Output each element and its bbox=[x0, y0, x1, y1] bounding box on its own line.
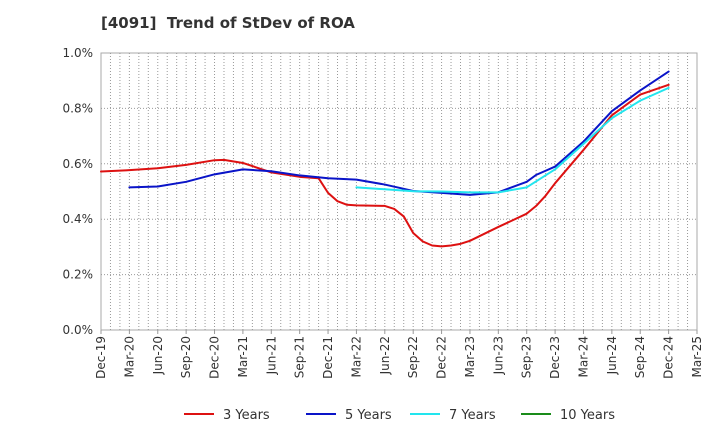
x-tick-label: Dec-19 bbox=[94, 336, 108, 379]
series-lines bbox=[100, 70, 670, 248]
x-tick-label: Mar-23 bbox=[463, 336, 477, 377]
y-tick-label: 0.6% bbox=[63, 157, 94, 171]
x-tick-label: Jun-21 bbox=[264, 336, 278, 375]
axes: 0.0% 0.2% 0.4% 0.6% 0.8% 1.0% Dec-19 Mar-20 Jun-… bbox=[63, 46, 705, 379]
x-tick-label: Dec-24 bbox=[662, 336, 676, 379]
x-tick-label: Jun-22 bbox=[378, 336, 392, 375]
y-tick-label: 0.0% bbox=[63, 323, 94, 337]
x-tick-label: Mar-21 bbox=[236, 336, 250, 377]
x-tick-label: Jun-20 bbox=[151, 336, 165, 375]
y-tick-label: 0.4% bbox=[63, 212, 94, 226]
y-tick-label: 1.0% bbox=[63, 46, 94, 60]
x-tick-label: Sep-21 bbox=[293, 336, 307, 378]
legend-label: 3 Years bbox=[223, 408, 270, 423]
x-tick-label: Dec-22 bbox=[435, 336, 449, 379]
x-tick-label: Dec-21 bbox=[321, 336, 335, 379]
x-tick-label: Mar-20 bbox=[122, 336, 136, 377]
plot-area bbox=[100, 52, 698, 331]
x-tick-label: Jun-24 bbox=[605, 336, 619, 375]
legend-label: 10 Years bbox=[560, 408, 615, 423]
y-tick-label: 0.2% bbox=[63, 268, 94, 282]
series-line-1 bbox=[100, 83, 670, 248]
legend: 3 Years 5 Years 7 Years 10 Years bbox=[184, 408, 615, 423]
x-tick-label: Mar-25 bbox=[690, 336, 704, 377]
x-tick-label: Jun-23 bbox=[491, 336, 505, 375]
x-tick-label: Sep-23 bbox=[520, 336, 534, 378]
x-tick-label: Sep-20 bbox=[179, 336, 193, 378]
legend-label: 5 Years bbox=[345, 408, 392, 423]
x-tick-label: Mar-24 bbox=[576, 336, 590, 377]
legend-label: 7 Years bbox=[449, 408, 496, 423]
x-tick-label: Dec-20 bbox=[208, 336, 222, 379]
x-tick-label: Sep-24 bbox=[633, 336, 647, 378]
chart-title: [4091] Trend of StDev of ROA bbox=[101, 14, 355, 32]
y-tick-label: 0.8% bbox=[63, 101, 94, 115]
x-tick-label: Dec-23 bbox=[548, 336, 562, 379]
x-tick-label: Mar-22 bbox=[349, 336, 363, 377]
series-line-3 bbox=[355, 86, 670, 194]
x-tick-label: Sep-22 bbox=[406, 336, 420, 378]
